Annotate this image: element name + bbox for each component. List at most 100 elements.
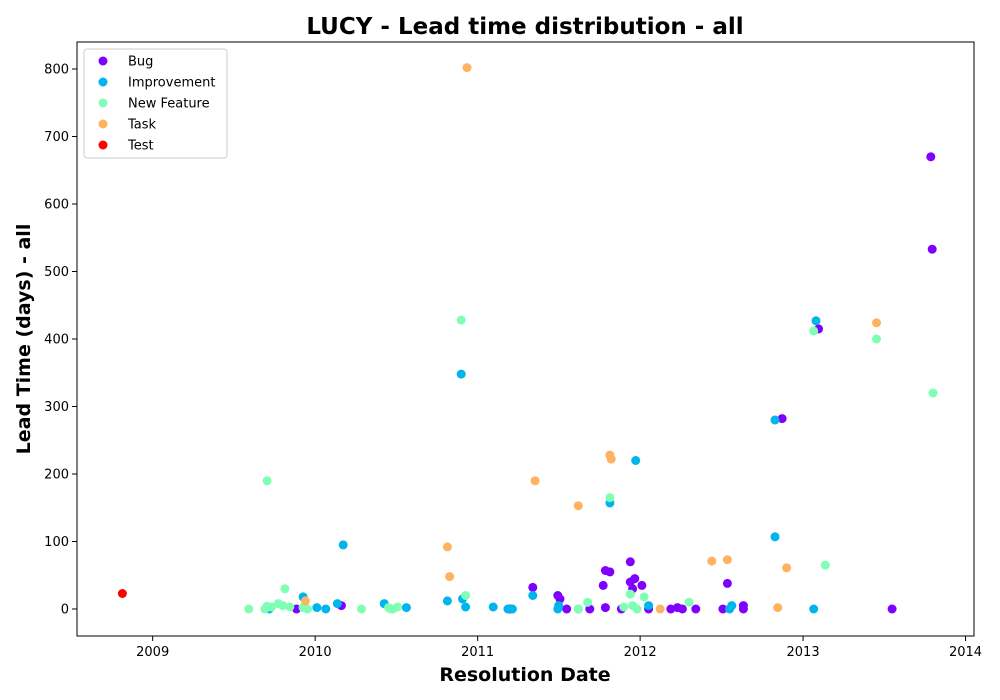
point-new-feature <box>285 602 295 612</box>
y-tick-label: 0 <box>61 603 69 618</box>
point-bug <box>677 604 687 614</box>
legend-marker-test <box>98 140 108 150</box>
point-new-feature <box>303 604 313 614</box>
legend-marker-improvement <box>98 77 108 87</box>
point-improvement <box>809 604 819 614</box>
point-bug <box>691 604 701 614</box>
point-task <box>442 542 452 552</box>
point-new-feature <box>605 493 615 503</box>
point-new-feature <box>278 601 288 611</box>
point-improvement <box>507 604 517 614</box>
point-improvement <box>456 369 466 379</box>
point-new-feature <box>684 597 694 607</box>
point-improvement <box>312 603 322 613</box>
point-new-feature <box>809 326 819 336</box>
point-test <box>117 589 127 598</box>
point-improvement <box>442 596 452 606</box>
point-task <box>300 596 310 606</box>
legend-marker-new-feature <box>98 98 108 108</box>
point-bug <box>927 244 937 254</box>
point-new-feature <box>632 604 642 614</box>
point-new-feature <box>573 604 583 614</box>
y-tick-label: 300 <box>44 400 69 415</box>
y-tick-label: 600 <box>44 198 69 213</box>
point-improvement <box>631 456 641 465</box>
point-improvement <box>528 591 538 600</box>
point-new-feature <box>820 560 830 570</box>
x-tick-label: 2009 <box>136 645 169 660</box>
point-task <box>707 556 717 566</box>
y-tick-label: 800 <box>44 63 69 78</box>
point-improvement <box>770 532 780 542</box>
legend-label-test: Test <box>127 139 154 154</box>
point-bug <box>600 603 610 613</box>
point-new-feature <box>928 388 938 398</box>
y-tick-label: 500 <box>44 265 69 280</box>
point-task <box>573 501 583 511</box>
point-improvement <box>727 601 737 611</box>
point-bug <box>598 580 608 590</box>
point-new-feature <box>619 602 629 612</box>
legend: Bug Improvement New Feature Task Test <box>83 48 228 159</box>
legend-marker-bug <box>98 56 108 66</box>
point-bug <box>887 604 897 614</box>
legend-label-bug: Bug <box>128 55 153 70</box>
y-tick-label: 400 <box>44 333 69 348</box>
point-bug <box>926 152 936 162</box>
point-new-feature <box>625 589 635 599</box>
point-new-feature <box>393 602 402 612</box>
y-axis: 0 100 200 300 400 500 600 700 800 <box>44 63 77 618</box>
point-bug <box>738 604 748 614</box>
x-tick-label: 2010 <box>299 645 332 660</box>
point-bug <box>605 567 615 577</box>
point-improvement <box>644 601 654 611</box>
y-tick-label: 200 <box>44 468 69 483</box>
point-new-feature <box>357 604 366 614</box>
point-task <box>773 603 783 613</box>
point-improvement <box>401 603 411 613</box>
point-new-feature <box>456 315 466 325</box>
point-task <box>530 476 540 486</box>
x-tick-label: 2011 <box>461 645 494 660</box>
x-axis-label: Resolution Date <box>439 664 610 686</box>
point-task <box>655 604 665 614</box>
point-bug <box>625 557 635 567</box>
point-bug <box>666 604 676 614</box>
point-new-feature <box>583 597 593 607</box>
legend-box <box>83 48 228 159</box>
legend-label-new-feature: New Feature <box>128 97 210 112</box>
y-axis-label: Lead Time (days) - all <box>13 224 35 455</box>
point-bug <box>562 604 572 614</box>
x-tick-label: 2013 <box>787 645 820 660</box>
point-task <box>782 563 792 573</box>
x-axis: 2009 2010 2011 2012 2013 2014 <box>136 636 982 660</box>
x-tick-label: 2014 <box>949 645 982 660</box>
point-bug <box>777 414 787 424</box>
point-task <box>722 555 732 565</box>
point-improvement <box>461 602 471 612</box>
point-bug <box>637 580 647 590</box>
point-bug <box>528 582 538 592</box>
y-tick-label: 100 <box>44 535 69 550</box>
point-bug <box>555 594 565 604</box>
point-new-feature <box>872 334 881 344</box>
point-improvement <box>811 316 821 326</box>
y-tick-label: 700 <box>44 130 69 145</box>
point-improvement <box>332 599 342 609</box>
point-new-feature <box>267 602 276 612</box>
point-improvement <box>554 601 564 611</box>
point-improvement <box>488 602 498 612</box>
point-improvement <box>321 604 331 614</box>
point-task <box>445 572 455 582</box>
point-bug <box>722 578 732 588</box>
point-task <box>462 63 472 73</box>
point-new-feature <box>461 591 471 600</box>
legend-label-improvement: Improvement <box>128 76 215 91</box>
point-bug <box>718 604 728 614</box>
data-points <box>117 63 938 614</box>
point-task <box>606 454 616 464</box>
x-tick-label: 2012 <box>624 645 657 660</box>
point-new-feature <box>244 604 254 614</box>
point-bug <box>630 574 640 584</box>
